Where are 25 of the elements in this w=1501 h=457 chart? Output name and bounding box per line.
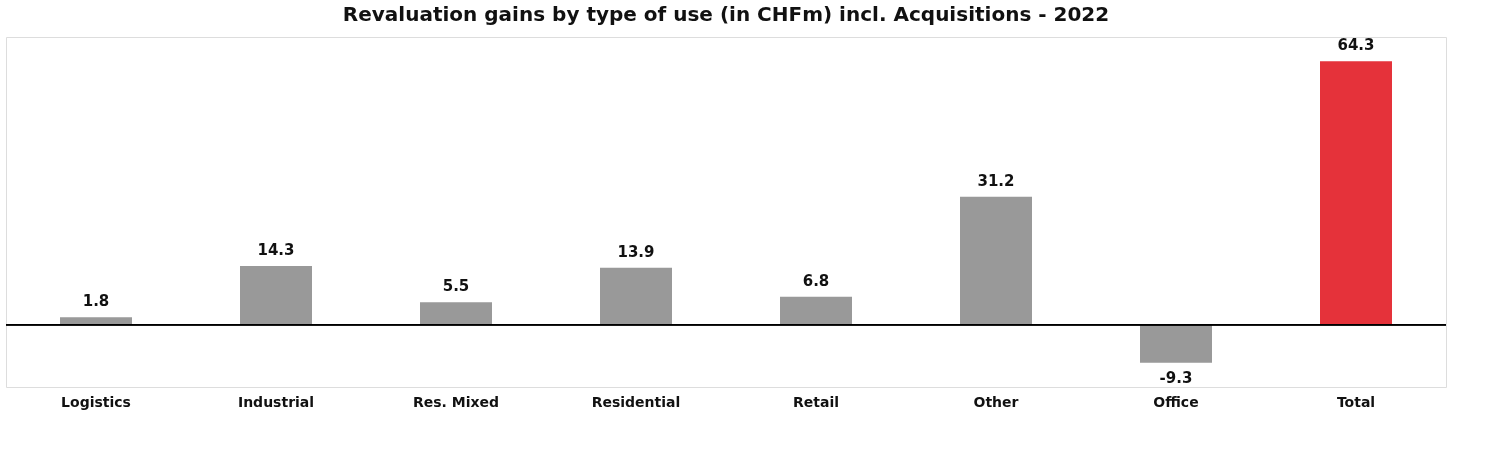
data-label: 14.3	[257, 241, 295, 260]
data-label: 1.8	[82, 292, 110, 311]
x-tick-label: Office	[1153, 393, 1199, 410]
x-tick-label: Residential	[591, 393, 681, 410]
data-label: 6.8	[802, 271, 830, 290]
bar	[60, 317, 132, 325]
bar	[600, 267, 672, 325]
bar	[1320, 61, 1392, 325]
chart-title: Revaluation gains by type of use (in CHFm) incl. Acquisitions - 2022	[342, 2, 1110, 26]
x-tick-label: Total	[1336, 393, 1376, 410]
bar	[420, 302, 492, 325]
data-label: 31.2	[977, 171, 1015, 190]
bar	[1140, 324, 1212, 363]
data-label: 13.9	[617, 242, 655, 261]
bar	[780, 296, 852, 325]
x-tick-label: Industrial	[237, 393, 315, 410]
data-label: 5.5	[442, 277, 470, 296]
x-tick-label: Other	[973, 393, 1019, 410]
x-tick-label: Logistics	[61, 393, 131, 410]
bar	[240, 266, 312, 325]
bar	[960, 196, 1032, 325]
x-tick-label: Retail	[792, 393, 840, 410]
data-label: 64.3	[1337, 36, 1375, 55]
x-tick-label: Res. Mixed	[412, 393, 500, 410]
data-label: -9.3	[1159, 368, 1193, 387]
